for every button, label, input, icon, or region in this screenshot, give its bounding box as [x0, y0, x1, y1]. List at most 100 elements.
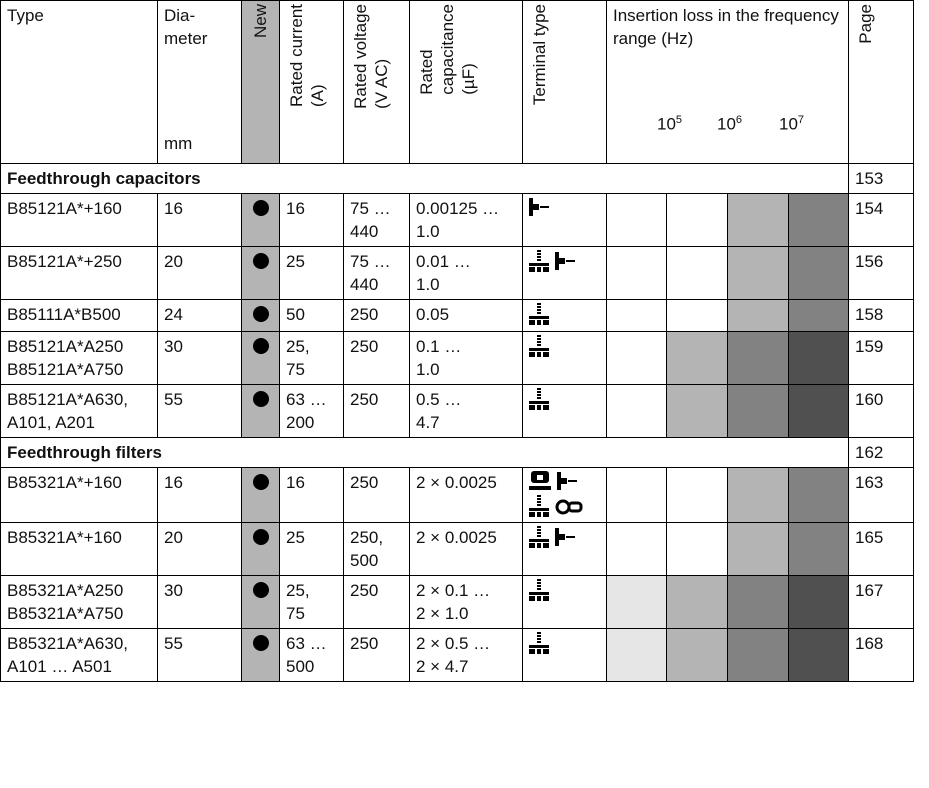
- insertion-loss-band: [727, 467, 789, 523]
- cell-diameter: 16: [157, 467, 242, 523]
- cell-terminal-type: [522, 628, 607, 682]
- insertion-loss-band: [788, 331, 849, 385]
- cell-new: [241, 331, 280, 385]
- insertion-loss-band: [727, 628, 789, 682]
- insertion-loss-band: [788, 246, 849, 300]
- table-row: B85121A*A630, A101, A201 55 63 … 200 250 0.5…: [0, 384, 914, 438]
- insertion-loss-band: [727, 522, 789, 576]
- cell-page: 154: [848, 193, 914, 247]
- new-indicator-dot: [252, 391, 269, 407]
- header-rated-current: Rated current (A): [279, 0, 344, 164]
- freq-tick-1e6: 106: [717, 114, 743, 134]
- new-indicator-dot: [252, 529, 269, 545]
- insertion-loss-band: [606, 193, 667, 247]
- cell-terminal-type: [522, 384, 607, 438]
- threaded-stud-icon: [529, 526, 549, 554]
- cell-diameter: 30: [157, 331, 242, 385]
- insertion-loss-band: [788, 193, 849, 247]
- cell-rated-voltage: 250, 500: [343, 522, 410, 576]
- header-terminal-type: Terminal type: [522, 0, 607, 164]
- cell-terminal-type: [522, 575, 607, 629]
- freq-tick-1e5: 105: [657, 114, 683, 134]
- solder-tag-icon: [529, 471, 551, 497]
- cell-rated-voltage: 75 … 440: [343, 193, 410, 247]
- cell-page: 158: [848, 299, 914, 332]
- insertion-loss-band: [606, 299, 667, 332]
- cell-rated-voltage: 250: [343, 384, 410, 438]
- table-row: B85321A*A630, A101 … A501 55 63 … 500 250 2 …: [0, 628, 914, 682]
- cell-rated-voltage: 250: [343, 331, 410, 385]
- cell-terminal-type: [522, 299, 607, 332]
- cell-new: [241, 467, 280, 523]
- header-rated-capacitance: Rated capacitance (µF): [409, 0, 523, 164]
- cell-terminal-type: [522, 193, 607, 247]
- table-row: B85321A*+160 16 16 250 2 × 0.0025 163: [0, 467, 914, 523]
- header-diameter: Dia- meter mm: [157, 0, 242, 164]
- cell-diameter: 20: [157, 522, 242, 576]
- insertion-loss-band: [788, 522, 849, 576]
- cell-type: B85111A*B500: [0, 299, 158, 332]
- new-indicator-dot: [252, 635, 269, 651]
- bolt-terminal-icon: [555, 528, 579, 552]
- bolt-terminal-icon: [555, 252, 579, 276]
- insertion-loss-band: [666, 628, 728, 682]
- insertion-loss-band: [727, 193, 789, 247]
- new-indicator-dot: [252, 306, 269, 322]
- cell-terminal-type: [522, 522, 607, 576]
- cell-type: B85121A*A630, A101, A201: [0, 384, 158, 438]
- threaded-stud-icon: [529, 632, 549, 660]
- insertion-loss-band: [727, 246, 789, 300]
- header-type: Type: [0, 0, 158, 164]
- cell-terminal-type: [522, 246, 607, 300]
- insertion-loss-title: Insertion loss in the frequency range (H…: [613, 6, 839, 48]
- insertion-loss-band: [727, 331, 789, 385]
- cell-rated-current: 63 … 500: [279, 628, 344, 682]
- cell-new: [241, 246, 280, 300]
- table-row: B85321A*+160 20 25 250, 500 2 × 0.0025 165: [0, 522, 914, 576]
- cell-diameter: 55: [157, 384, 242, 438]
- cell-new: [241, 522, 280, 576]
- header-new: New: [241, 0, 280, 164]
- new-indicator-dot: [252, 582, 269, 598]
- table-row: B85121A*+250 20 25 75 … 440 0.01 … 1.0 156: [0, 246, 914, 300]
- cell-page: 163: [848, 467, 914, 523]
- cell-type: B85321A*+160: [0, 522, 158, 576]
- insertion-loss-band: [788, 575, 849, 629]
- insertion-loss-band: [666, 467, 728, 523]
- cell-diameter: 24: [157, 299, 242, 332]
- section-title: Feedthrough capacitors: [0, 163, 849, 194]
- insertion-loss-band: [666, 522, 728, 576]
- cell-page: 159: [848, 331, 914, 385]
- table-row: B85121A*A250 B85121A*A750 30 25, 75 250 0.1 …: [0, 331, 914, 385]
- section-row: Feedthrough filters 162: [0, 437, 914, 468]
- new-indicator-dot: [252, 200, 269, 216]
- cell-rated-capacitance: 0.5 … 4.7: [409, 384, 523, 438]
- cell-rated-voltage: 75 … 440: [343, 246, 410, 300]
- insertion-loss-band: [606, 522, 667, 576]
- insertion-loss-band: [727, 299, 789, 332]
- threaded-stud-icon: [529, 579, 549, 607]
- section-page: 153: [848, 163, 914, 194]
- cell-rated-capacitance: 0.1 … 1.0: [409, 331, 523, 385]
- bolt-terminal-icon: [529, 197, 553, 222]
- cell-type: B85321A*A250 B85321A*A750: [0, 575, 158, 629]
- cell-rated-voltage: 250: [343, 628, 410, 682]
- threaded-stud-icon: [529, 303, 549, 331]
- insertion-loss-band: [666, 331, 728, 385]
- cell-rated-current: 63 … 200: [279, 384, 344, 438]
- cell-diameter: 20: [157, 246, 242, 300]
- insertion-loss-band: [606, 246, 667, 300]
- cell-type: B85321A*+160: [0, 467, 158, 523]
- section-title: Feedthrough filters: [0, 437, 849, 468]
- cell-rated-capacitance: 2 × 0.5 … 2 × 4.7: [409, 628, 523, 682]
- threaded-stud-icon: [529, 388, 549, 416]
- cell-rated-current: 50: [279, 299, 344, 332]
- insertion-loss-band: [788, 628, 849, 682]
- cell-rated-voltage: 250: [343, 575, 410, 629]
- insertion-loss-band: [788, 299, 849, 332]
- cell-page: 167: [848, 575, 914, 629]
- cell-diameter: 55: [157, 628, 242, 682]
- section-page: 162: [848, 437, 914, 468]
- cell-rated-capacitance: 2 × 0.1 … 2 × 1.0: [409, 575, 523, 629]
- cell-diameter: 30: [157, 575, 242, 629]
